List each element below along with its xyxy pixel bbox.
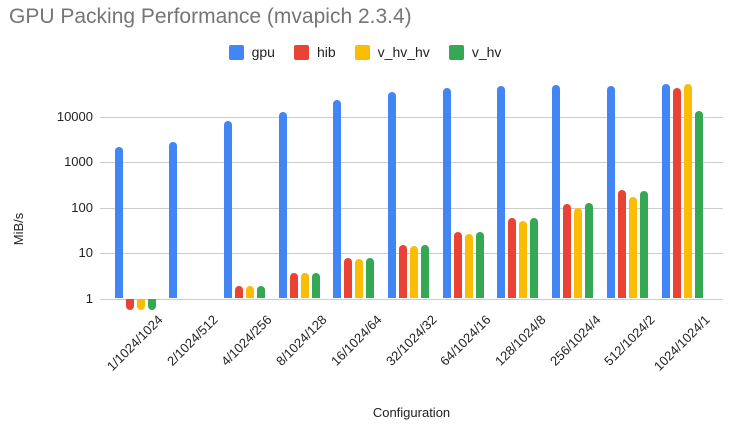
bar-v_hv xyxy=(256,285,265,299)
x-tick-label: 1024/1024/1 xyxy=(650,312,713,374)
bar-gpu xyxy=(606,85,615,299)
legend-swatch-gpu xyxy=(228,44,244,60)
bar-gpu xyxy=(278,111,287,299)
bar-v_hv xyxy=(530,217,539,299)
bar-hib xyxy=(289,272,298,299)
bar-v_hv_hv xyxy=(683,84,692,299)
y-tick-label: 10 xyxy=(78,245,93,261)
bar-hib xyxy=(125,298,134,311)
bar-v_hv_hv xyxy=(628,197,637,299)
bar-gpu xyxy=(442,87,451,299)
x-tick-label: 8/1024/128 xyxy=(273,312,330,369)
bar-gpu xyxy=(497,85,506,299)
bar-hib xyxy=(672,88,681,299)
y-tick-label: 1 xyxy=(85,290,93,306)
bar-gpu xyxy=(223,120,232,299)
legend-swatch-v_hv xyxy=(448,44,464,60)
bar-gpu xyxy=(333,99,342,299)
x-tick-label: 16/1024/64 xyxy=(327,312,385,369)
legend-label: v_hv_hv xyxy=(377,44,430,60)
bar-hib xyxy=(399,245,407,299)
legend-label: gpu xyxy=(251,44,275,60)
x-tick-label: 4/1024/256 xyxy=(218,312,275,369)
bar-v_hv_hv xyxy=(519,220,528,299)
bar-v_hv xyxy=(694,110,703,299)
x-tick-label: 1/1024/1024 xyxy=(103,312,166,374)
bar-v_hv xyxy=(475,232,484,299)
bar-v_hv_hv xyxy=(410,246,418,299)
bar-hib xyxy=(617,190,626,299)
legend-swatch-v_hv_hv xyxy=(354,44,370,60)
bar-v_hv xyxy=(639,191,648,299)
x-tick-label: 512/1024/2 xyxy=(601,312,658,369)
bar-v_hv xyxy=(147,298,156,311)
legend-item-hib: hib xyxy=(293,44,336,60)
bar-gpu xyxy=(552,85,561,299)
bar-hib xyxy=(563,204,572,299)
bar-gpu xyxy=(388,92,396,299)
bar-gpu xyxy=(661,84,670,299)
bar-v_hv_hv xyxy=(300,273,309,299)
x-tick-label: 256/1024/4 xyxy=(546,312,604,369)
legend-item-v_hv_hv: v_hv_hv xyxy=(354,44,430,60)
bar-v_hv xyxy=(311,272,320,299)
y-tick-label: 100 xyxy=(71,199,93,215)
bar-hib xyxy=(508,217,517,299)
legend: gpu hib v_hv_hv v_hv xyxy=(0,44,730,60)
gridline xyxy=(100,116,723,118)
legend-item-v_hv: v_hv xyxy=(448,44,502,60)
bar-v_hv_hv xyxy=(464,233,473,299)
bar-v_hv_hv xyxy=(574,207,583,299)
x-tick-label: 32/1024/32 xyxy=(382,312,440,369)
legend-item-gpu: gpu xyxy=(228,44,275,60)
legend-label: v_hv xyxy=(471,44,502,60)
bar-hib xyxy=(344,257,353,299)
bar-v_hv xyxy=(585,203,594,299)
bar-gpu xyxy=(114,146,123,299)
bar-hib xyxy=(234,285,243,299)
gridline xyxy=(100,162,723,164)
bar-v_hv_hv xyxy=(355,258,364,299)
bar-v_hv_hv xyxy=(136,298,145,311)
gridline xyxy=(100,298,723,300)
legend-label: hib xyxy=(316,44,336,60)
x-tick-label: 64/1024/16 xyxy=(437,312,494,369)
bar-gpu xyxy=(169,141,178,299)
bar-hib xyxy=(453,232,462,299)
x-tick-label: 2/1024/512 xyxy=(163,312,221,369)
legend-swatch-hib xyxy=(293,44,309,60)
bar-v_hv_hv xyxy=(245,286,254,299)
x-axis-title: Configuration xyxy=(372,405,451,420)
gridline xyxy=(100,207,723,209)
y-tick-label: 1000 xyxy=(64,154,93,170)
y-axis-title: MiB/s xyxy=(11,212,26,246)
chart-title: GPU Packing Performance (mvapich 2.3.4) xyxy=(9,5,412,28)
bar-v_hv xyxy=(366,257,375,299)
y-tick-label: 10000 xyxy=(56,108,93,124)
x-tick-label: 128/1024/8 xyxy=(491,312,549,369)
bar-v_hv xyxy=(421,245,429,299)
